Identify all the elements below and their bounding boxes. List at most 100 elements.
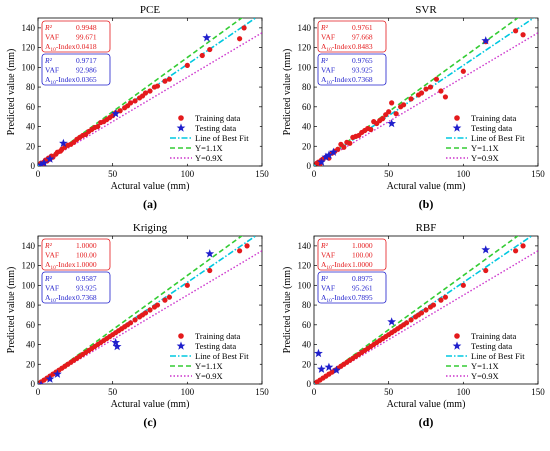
x-tick-label: 100 bbox=[457, 387, 471, 397]
y-tick-label: 120 bbox=[22, 43, 36, 53]
y-tick-label: 60 bbox=[26, 102, 36, 112]
plot-frame bbox=[37, 17, 263, 167]
training-point bbox=[117, 108, 123, 114]
metric-label: R² bbox=[320, 274, 329, 283]
training-point bbox=[520, 32, 526, 38]
testing-point bbox=[317, 157, 326, 166]
metric-label: VAF bbox=[45, 66, 59, 75]
metric-label: A10-Index bbox=[45, 293, 76, 304]
y-axis-label: Predicted value (mm) bbox=[282, 267, 293, 354]
metric-label: A10-Index bbox=[321, 75, 352, 86]
metric-value: 0.0365 bbox=[76, 75, 97, 84]
metric-label: A10-Index bbox=[321, 260, 352, 271]
metric-value: 1.0000 bbox=[76, 241, 97, 250]
training-point bbox=[430, 302, 437, 308]
metrics-box-frame bbox=[41, 271, 111, 304]
metric-value: 0.9587 bbox=[76, 274, 97, 283]
legend-label: Y=0.9X bbox=[195, 371, 223, 381]
x-axis-label: Actural value (mm) bbox=[111, 399, 190, 410]
x-tick-label: 0 bbox=[36, 387, 41, 397]
metric-label: A10-Index bbox=[321, 293, 352, 304]
metric-label: R² bbox=[320, 241, 329, 250]
metric-value: 0.9761 bbox=[352, 23, 373, 32]
training-point bbox=[438, 88, 444, 94]
x-tick-label: 50 bbox=[108, 169, 118, 179]
metric-value: 92.986 bbox=[76, 66, 97, 75]
y-axis-label: Predicted value (mm) bbox=[6, 49, 17, 136]
y-axis-label: Predicted value (mm) bbox=[6, 267, 17, 354]
x-axis-label: Actural value (mm) bbox=[387, 399, 466, 410]
testing-point bbox=[329, 147, 338, 156]
line-y-1.1x bbox=[314, 18, 519, 166]
training-point bbox=[341, 144, 347, 150]
legend-label: Line of Best Fit bbox=[195, 351, 249, 361]
chart-title: SVR bbox=[415, 4, 437, 16]
testing-point bbox=[324, 362, 334, 371]
metric-label: VAF bbox=[321, 251, 335, 260]
testing-point bbox=[317, 364, 326, 373]
x-tick-label: 100 bbox=[181, 169, 195, 179]
metric-value: 0.7368 bbox=[352, 75, 373, 84]
training-point bbox=[237, 36, 243, 42]
metric-value: 0.7368 bbox=[76, 293, 97, 302]
panel-label: (a) bbox=[143, 197, 157, 211]
chart-title: PCE bbox=[140, 4, 160, 16]
y-tick-label: 0 bbox=[307, 161, 312, 171]
training-point bbox=[147, 88, 153, 94]
legend-marker-testing bbox=[452, 341, 462, 350]
metric-label: A10-Index bbox=[45, 42, 76, 53]
y-axis-label: Predicted value (mm) bbox=[282, 49, 293, 136]
y-tick-label: 20 bbox=[302, 141, 312, 151]
metric-label: R² bbox=[320, 23, 329, 32]
x-tick-label: 0 bbox=[312, 169, 317, 179]
training-point bbox=[427, 84, 434, 90]
testing-point bbox=[39, 158, 49, 166]
training-point bbox=[442, 294, 449, 300]
training-point bbox=[513, 28, 519, 34]
y-tick-label: 140 bbox=[298, 241, 312, 251]
training-point bbox=[408, 96, 414, 102]
metric-value: 97.668 bbox=[352, 33, 373, 42]
training-point bbox=[184, 282, 190, 288]
y-tick-label: 120 bbox=[298, 261, 312, 271]
metric-label: R² bbox=[44, 274, 53, 283]
training-point bbox=[142, 310, 149, 316]
chart-title: RBF bbox=[416, 222, 437, 234]
training-point bbox=[403, 320, 410, 326]
training-point bbox=[460, 68, 466, 74]
legend-label: Y=0.9X bbox=[195, 153, 223, 163]
metric-value: 0.8483 bbox=[352, 42, 373, 51]
legend-label: Testing data bbox=[195, 123, 236, 133]
metrics-box-frame bbox=[317, 238, 387, 271]
metric-value: 95.261 bbox=[352, 284, 373, 293]
testing-point bbox=[111, 337, 121, 347]
training-point bbox=[166, 76, 173, 82]
legend-label: Training data bbox=[471, 331, 516, 341]
legend-marker-testing bbox=[176, 341, 186, 350]
training-point bbox=[184, 62, 190, 68]
data-points bbox=[38, 25, 247, 166]
legend-label: Training data bbox=[195, 331, 240, 341]
y-tick-label: 120 bbox=[22, 261, 36, 271]
metrics-box-frame bbox=[317, 20, 387, 53]
x-tick-label: 0 bbox=[36, 169, 41, 179]
y-tick-label: 20 bbox=[302, 359, 312, 369]
y-tick-label: 80 bbox=[302, 300, 312, 310]
plot-frame bbox=[313, 235, 539, 385]
testing-point bbox=[111, 109, 121, 118]
panel-label: (d) bbox=[419, 415, 434, 429]
metric-label: VAF bbox=[45, 251, 59, 260]
training-point bbox=[154, 302, 161, 308]
testing-point bbox=[112, 341, 122, 351]
x-tick-label: 50 bbox=[384, 387, 394, 397]
plot-frame bbox=[313, 17, 539, 167]
y-tick-label: 0 bbox=[31, 379, 36, 389]
legend-marker-training bbox=[454, 333, 460, 339]
training-point bbox=[380, 116, 386, 122]
